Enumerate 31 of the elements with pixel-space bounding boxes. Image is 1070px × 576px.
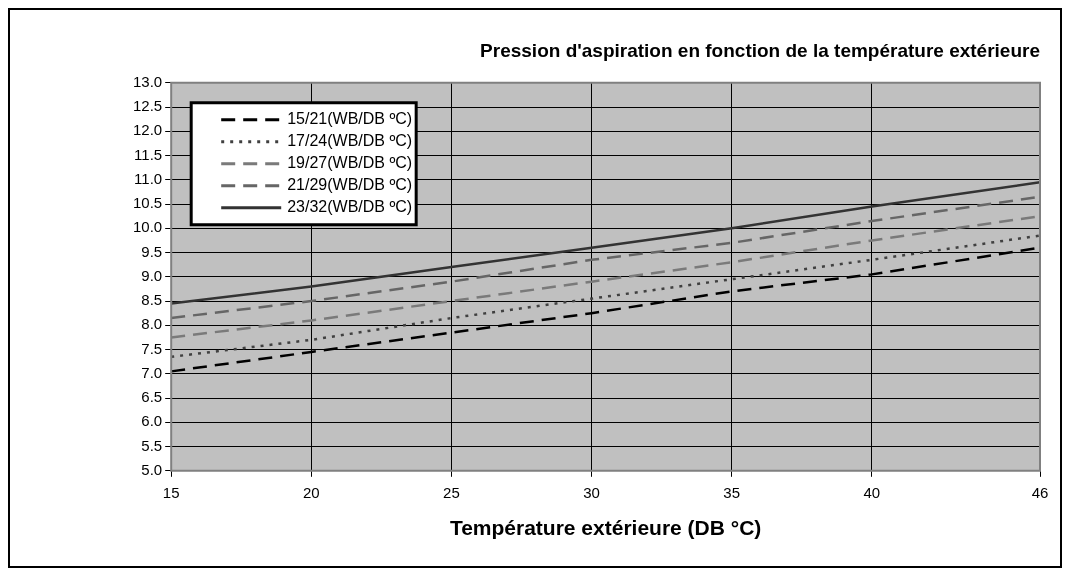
y-tick-label: 8.5	[141, 291, 163, 309]
y-tick-label: 6.5	[141, 388, 163, 406]
y-tick-label: 11.5	[134, 145, 163, 163]
y-tick-label: 10.5	[132, 194, 163, 212]
y-tick-label: 9.0	[141, 266, 163, 284]
chart-title: Pression d'aspiration en fonction de la température extérieure	[480, 39, 1040, 61]
x-axis-title: Température extérieure (DB °C)	[449, 516, 762, 540]
x-tick-label: 35	[723, 483, 741, 501]
x-tick-label: 25	[443, 483, 460, 501]
y-tick-label: 9.5	[141, 242, 163, 260]
y-tick-label: 5.5	[141, 436, 163, 454]
y-tick-label: 6.0	[141, 412, 163, 430]
x-tick-label: 30	[583, 483, 600, 501]
x-tick-label: 15	[162, 483, 180, 501]
y-tick-label: 13.0	[132, 72, 163, 90]
legend-label: 21/29(WB/DB ºC)	[287, 176, 413, 194]
x-tick-label: 20	[302, 483, 320, 501]
legend-label: 15/21(WB/DB ºC)	[287, 110, 413, 128]
y-tick-label: 7.0	[141, 363, 163, 381]
y-tick-label: 12.0	[132, 121, 163, 139]
y-tick-label: 8.0	[141, 315, 163, 333]
legend-label: 17/24(WB/DB ºC)	[287, 132, 413, 150]
y-tick-label: 11.0	[134, 169, 163, 187]
y-tick-label: 12.5	[132, 97, 163, 115]
y-tick-label: 10.0	[132, 218, 163, 236]
legend-label: 19/27(WB/DB ºC)	[287, 154, 413, 172]
x-tick-label: 46	[1031, 483, 1049, 501]
y-tick-label: 7.5	[141, 339, 163, 357]
x-tick-label: 40	[863, 483, 881, 501]
y-tick-label: 5.0	[141, 460, 163, 478]
legend-label: 23/32(WB/DB ºC)	[287, 198, 413, 216]
